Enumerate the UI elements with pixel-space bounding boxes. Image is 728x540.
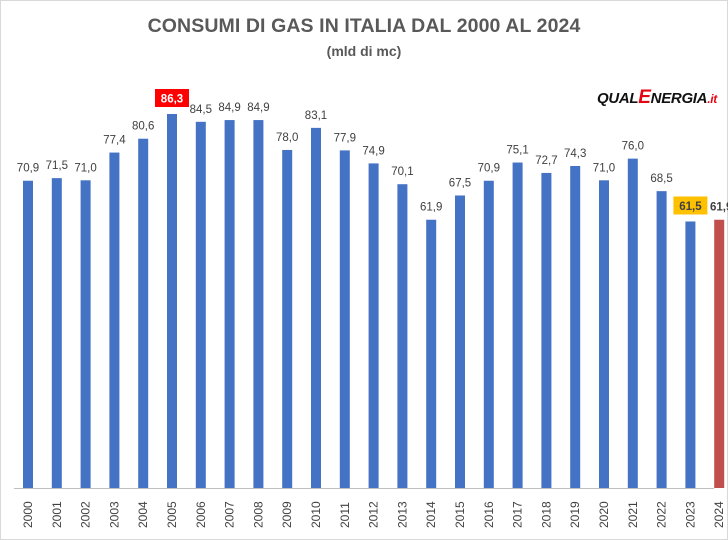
bar-2003 xyxy=(109,152,120,488)
value-label-bg-2005 xyxy=(155,89,189,107)
bar-2017 xyxy=(512,162,523,488)
value-label-2012: 74,9 xyxy=(362,145,384,157)
value-label-2000: 70,9 xyxy=(17,163,39,175)
logo-text-nergia: NERGIA xyxy=(650,90,708,107)
bar-2010 xyxy=(311,127,321,488)
x-tick-label-2000: 2000 xyxy=(21,501,35,528)
bar-2019 xyxy=(570,166,581,488)
bar-2002 xyxy=(80,180,91,488)
bar-2009 xyxy=(282,149,293,488)
value-label-2003: 77,4 xyxy=(103,135,126,147)
x-tick-label-2006: 2006 xyxy=(194,501,208,528)
value-label-2006: 84,5 xyxy=(190,104,212,116)
value-label-2008: 84,9 xyxy=(247,102,269,114)
bar-2018 xyxy=(541,172,552,488)
value-label-2005: 86,3 xyxy=(161,94,183,106)
x-tick-label-2010: 2010 xyxy=(309,501,323,528)
value-label-2009: 78,0 xyxy=(276,132,298,144)
value-label-2016: 70,9 xyxy=(478,163,500,175)
bar-2021 xyxy=(627,158,638,488)
logo-text-qual: QUAL xyxy=(597,90,639,107)
x-tick-label-2004: 2004 xyxy=(136,501,150,528)
bar-2000 xyxy=(23,180,33,488)
bar-2008 xyxy=(253,120,264,489)
value-label-2004: 80,6 xyxy=(132,121,154,133)
x-tick-label-2023: 2023 xyxy=(683,501,697,528)
value-label-2022: 68,5 xyxy=(650,173,672,185)
value-label-2010: 83,1 xyxy=(305,110,327,122)
value-label-2021: 76,0 xyxy=(622,141,644,153)
x-tick-label-2014: 2014 xyxy=(424,501,438,528)
value-label-2011: 77,9 xyxy=(334,132,356,144)
value-label-2020: 71,0 xyxy=(593,162,615,174)
value-label-2023: 61,5 xyxy=(679,201,702,213)
bar-2024 xyxy=(714,219,725,489)
value-label-2014: 61,9 xyxy=(420,202,442,214)
value-label-bg-2023 xyxy=(673,196,708,215)
x-tick-label-2021: 2021 xyxy=(626,501,640,528)
bar-2016 xyxy=(483,180,494,488)
x-tick-label-2017: 2017 xyxy=(511,501,525,528)
x-tick-label-2002: 2002 xyxy=(79,501,93,528)
x-tick-label-2003: 2003 xyxy=(107,501,121,528)
bar-2011 xyxy=(339,150,350,488)
bar-2012 xyxy=(368,163,379,488)
x-tick-label-2007: 2007 xyxy=(223,501,237,528)
x-tick-label-2020: 2020 xyxy=(597,501,611,528)
bar-2023 xyxy=(685,221,696,488)
logo-text-tld: .it xyxy=(707,92,717,106)
x-tick-label-2013: 2013 xyxy=(395,501,409,528)
logo-text-e: E xyxy=(638,87,651,108)
bar-2022 xyxy=(656,191,667,489)
chart-title: CONSUMI DI GAS IN ITALIA DAL 2000 AL 202… xyxy=(147,15,581,37)
bar-2020 xyxy=(599,180,609,488)
x-tick-label-2018: 2018 xyxy=(539,501,553,528)
x-tick-label-2009: 2009 xyxy=(280,501,294,528)
value-label-2002: 71,0 xyxy=(74,162,96,174)
bar-2001 xyxy=(51,178,62,489)
bar-2004 xyxy=(138,138,149,488)
value-label-2001: 71,5 xyxy=(46,160,68,172)
bar-2005 xyxy=(167,114,177,488)
x-tick-label-2022: 2022 xyxy=(655,501,669,528)
x-tick-label-2005: 2005 xyxy=(165,501,179,528)
value-label-2015: 67,5 xyxy=(449,177,471,189)
value-label-2018: 72,7 xyxy=(535,155,557,167)
bar-2013 xyxy=(397,184,408,489)
x-tick-label-2011: 2011 xyxy=(338,502,352,528)
value-label-2013: 70,1 xyxy=(391,166,413,178)
value-label-2017: 75,1 xyxy=(506,145,528,157)
x-tick-label-2019: 2019 xyxy=(568,501,582,528)
x-tick-label-2024: 2024 xyxy=(712,501,726,528)
x-tick-label-2008: 2008 xyxy=(251,501,265,528)
bar-2014 xyxy=(426,219,437,489)
value-label-2019: 74,3 xyxy=(564,148,586,160)
bar-2006 xyxy=(195,121,206,489)
chart-subtitle: (mld di mc) xyxy=(326,43,402,59)
value-label-2007: 84,9 xyxy=(218,102,240,114)
x-tick-label-2015: 2015 xyxy=(453,501,467,528)
x-tick-label-2016: 2016 xyxy=(482,501,496,528)
bar-2007 xyxy=(224,120,235,489)
x-tick-label-2012: 2012 xyxy=(367,501,381,528)
value-label-2024: 61,9 xyxy=(710,202,728,214)
x-tick-label-2001: 2001 xyxy=(50,501,64,528)
qualenergia-logo: QUALENERGIA.it xyxy=(597,87,717,109)
bar-2015 xyxy=(455,195,465,488)
